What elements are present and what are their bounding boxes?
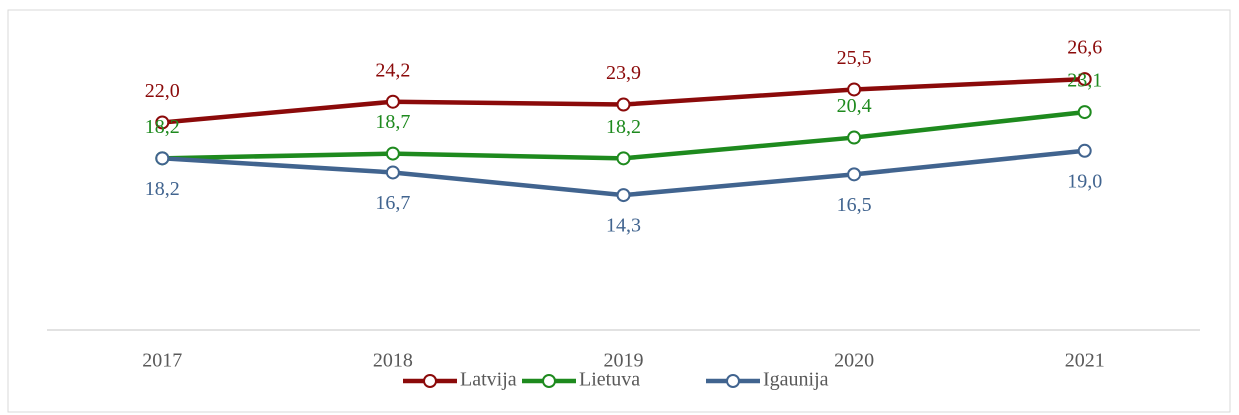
legend-marker (423, 374, 437, 388)
legend-marker (726, 374, 740, 388)
point (847, 167, 862, 182)
data-label: 23,9 (606, 62, 641, 84)
legend-marker (542, 374, 556, 388)
data-label: 23,1 (1067, 70, 1102, 92)
point (385, 94, 400, 109)
data-label: 24,2 (375, 59, 410, 81)
point (1077, 72, 1092, 87)
data-label: 16,7 (375, 192, 410, 214)
point (385, 165, 400, 180)
data-label: 14,3 (606, 215, 641, 237)
point (616, 151, 631, 166)
data-label: 20,4 (837, 95, 872, 117)
x-tick-label: 2019 (604, 350, 644, 372)
point (1077, 105, 1092, 120)
point (1077, 143, 1092, 158)
x-tick-label: 2021 (1065, 350, 1105, 372)
point (385, 146, 400, 161)
data-label: 26,6 (1067, 37, 1102, 59)
data-label: 18,2 (145, 178, 180, 200)
point (616, 97, 631, 112)
data-label: 19,0 (1067, 170, 1102, 192)
point (155, 115, 170, 130)
data-label: 22,0 (145, 80, 180, 102)
x-tick-label: 2018 (373, 350, 413, 372)
data-label: 18,2 (606, 116, 641, 138)
data-label: 18,7 (375, 111, 410, 133)
x-tick-label: 2020 (834, 350, 874, 372)
data-label: 25,5 (837, 47, 872, 69)
point (155, 151, 170, 166)
data-label: 16,5 (837, 194, 872, 216)
legend-label: Latvija (460, 369, 517, 391)
legend-label: Lietuva (579, 369, 640, 391)
data-label: 18,2 (145, 116, 180, 138)
point (847, 82, 862, 97)
chart-border (7, 9, 1231, 413)
point (616, 188, 631, 203)
legend-label: Igaunija (763, 369, 829, 391)
point (847, 130, 862, 145)
x-tick-label: 2017 (142, 350, 182, 372)
